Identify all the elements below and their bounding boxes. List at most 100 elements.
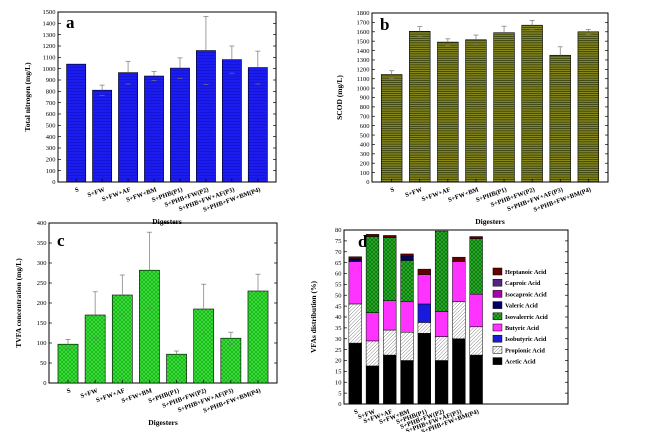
stack-segment-isobutyric-acid [417, 303, 431, 323]
bar [170, 67, 190, 183]
y-tick-label: 1500 [43, 9, 56, 16]
y-tick-label: 500 [360, 132, 370, 139]
x-tick-label: S [353, 408, 359, 416]
x-tick-label: S+FW+BM [447, 186, 479, 204]
legend-swatch-isocaproic-acid [492, 290, 503, 298]
bar [166, 353, 187, 384]
y-tick-label: 100 [37, 340, 47, 347]
y-tick-label: 1100 [43, 55, 56, 62]
stack-segment-acetic-acid [452, 338, 466, 405]
stack-segment-butyric-acid [383, 300, 397, 331]
bar [409, 31, 431, 183]
bar [66, 63, 87, 183]
legend-label-acetic-acid: Acetic Acid [505, 359, 536, 366]
y-tick-label: 700 [360, 113, 370, 120]
y-tick-label: 10 [335, 379, 342, 386]
stack-segment-isovalerric-acid [434, 230, 449, 312]
y-tick-label: 1000 [357, 85, 370, 92]
stack-segment-propionic-acid [417, 322, 431, 334]
legend-swatch-isobutyric-acid [492, 334, 503, 343]
y-tick-label: 300 [37, 260, 47, 267]
y-tick-label: 0 [43, 380, 46, 387]
stack-segment-isovalerric-acid [469, 238, 483, 295]
y-tick-label: 400 [37, 220, 47, 227]
legend-label-butyric-acid: Butyric Acid [505, 325, 540, 332]
stack-segment-propionic-acid [383, 329, 397, 356]
y-tick-label: 900 [46, 77, 56, 84]
stack-segment-butyric-acid [365, 312, 380, 342]
y-tick-label: 0 [366, 179, 369, 186]
bar [493, 32, 515, 183]
stack-segment-acetic-acid [417, 333, 431, 405]
legend-label-heptanoic-acid: Heptanoic Acid [505, 269, 547, 276]
y-tick-label: 20 [335, 358, 342, 365]
x-axis-label: Digesters [475, 217, 505, 226]
x-axis-label: Digesters [148, 418, 178, 427]
y-tick-label: 30 [335, 336, 342, 343]
legend-swatch-isovalerric-acid [492, 312, 503, 321]
plot-frame [48, 222, 278, 384]
stack-segment-propionic-acid [452, 301, 466, 339]
bar [220, 337, 242, 384]
bar [196, 50, 216, 183]
plot-frame [371, 12, 609, 183]
stack-segment-valeric-acid [348, 258, 362, 262]
x-axis-label: Digesters [152, 217, 182, 226]
y-tick-label: 35 [335, 325, 342, 332]
bar [577, 31, 600, 183]
panel-letter: c [57, 231, 65, 250]
y-tick-label: 50 [335, 292, 342, 299]
y-tick-label: 0 [338, 401, 341, 408]
y-axis-label: SCOD (mg/L) [335, 75, 344, 120]
y-tick-label: 65 [335, 260, 342, 267]
y-tick-label: 70 [335, 249, 342, 256]
x-tick-label: S [66, 387, 72, 395]
x-tick-label: S+FW+AF [421, 186, 452, 203]
y-tick-label: 300 [360, 151, 370, 158]
y-tick-label: 350 [37, 240, 47, 247]
y-tick-label: 0 [52, 179, 55, 186]
y-tick-label: 45 [335, 303, 342, 310]
legend-swatch-heptanoic-acid [492, 267, 503, 276]
stack-segment-propionic-acid [469, 326, 483, 356]
bar [84, 314, 106, 384]
y-tick-label: 1200 [43, 43, 56, 50]
legend-swatch-caproic-acid [492, 278, 503, 287]
bar [521, 24, 543, 183]
bar [437, 41, 459, 183]
bar [111, 294, 133, 384]
y-tick-label: 25 [335, 347, 342, 354]
legend-label-isocaproic-acid: Isocaproic Acid [505, 291, 547, 298]
stack-segment-acetic-acid [348, 342, 362, 405]
y-tick-label: 40 [335, 314, 342, 321]
panel-letter: a [66, 13, 75, 32]
y-tick-label: 800 [46, 89, 56, 96]
y-tick-label: 75 [335, 238, 342, 245]
y-tick-label: 60 [335, 271, 342, 278]
y-tick-label: 900 [360, 95, 370, 102]
y-tick-label: 1300 [357, 57, 370, 64]
y-tick-label: 1200 [357, 67, 370, 74]
panel-a-total-nitrogen: 0 100 200 300 400 500 600 700 800 900 1000 1100 1200… [23, 9, 277, 226]
y-tick-label: 100 [360, 170, 370, 177]
y-axis-label: TVFA concentration (mg/L) [14, 258, 23, 348]
panel-c-tvfa: 0 50 100 150 200 250 300 350 400 TVFA concentrati… [14, 220, 278, 427]
y-tick-label: 600 [46, 111, 56, 118]
bar [380, 74, 403, 183]
stack-segment-propionic-acid [365, 340, 380, 367]
y-tick-label: 100 [46, 168, 56, 175]
y-tick-label: 200 [46, 157, 56, 164]
bar [465, 39, 487, 183]
bar [549, 54, 571, 183]
stack-segment-propionic-acid [348, 303, 362, 344]
y-tick-label: 1300 [43, 32, 56, 39]
bar [247, 290, 269, 384]
stack-segment-heptanoic-acid [400, 253, 414, 257]
y-tick-label: 1700 [357, 20, 370, 27]
stack-segment-heptanoic-acid [452, 256, 466, 262]
panel-b-scod: 0 100 200 300 400 500 600 700 800 900 1000 1100 1200… [335, 10, 609, 226]
y-tick-label: 80 [335, 227, 342, 234]
stack-segment-isovalerric-acid [400, 260, 414, 303]
x-tick-label: S [74, 186, 80, 194]
panel-letter: d [358, 232, 368, 251]
